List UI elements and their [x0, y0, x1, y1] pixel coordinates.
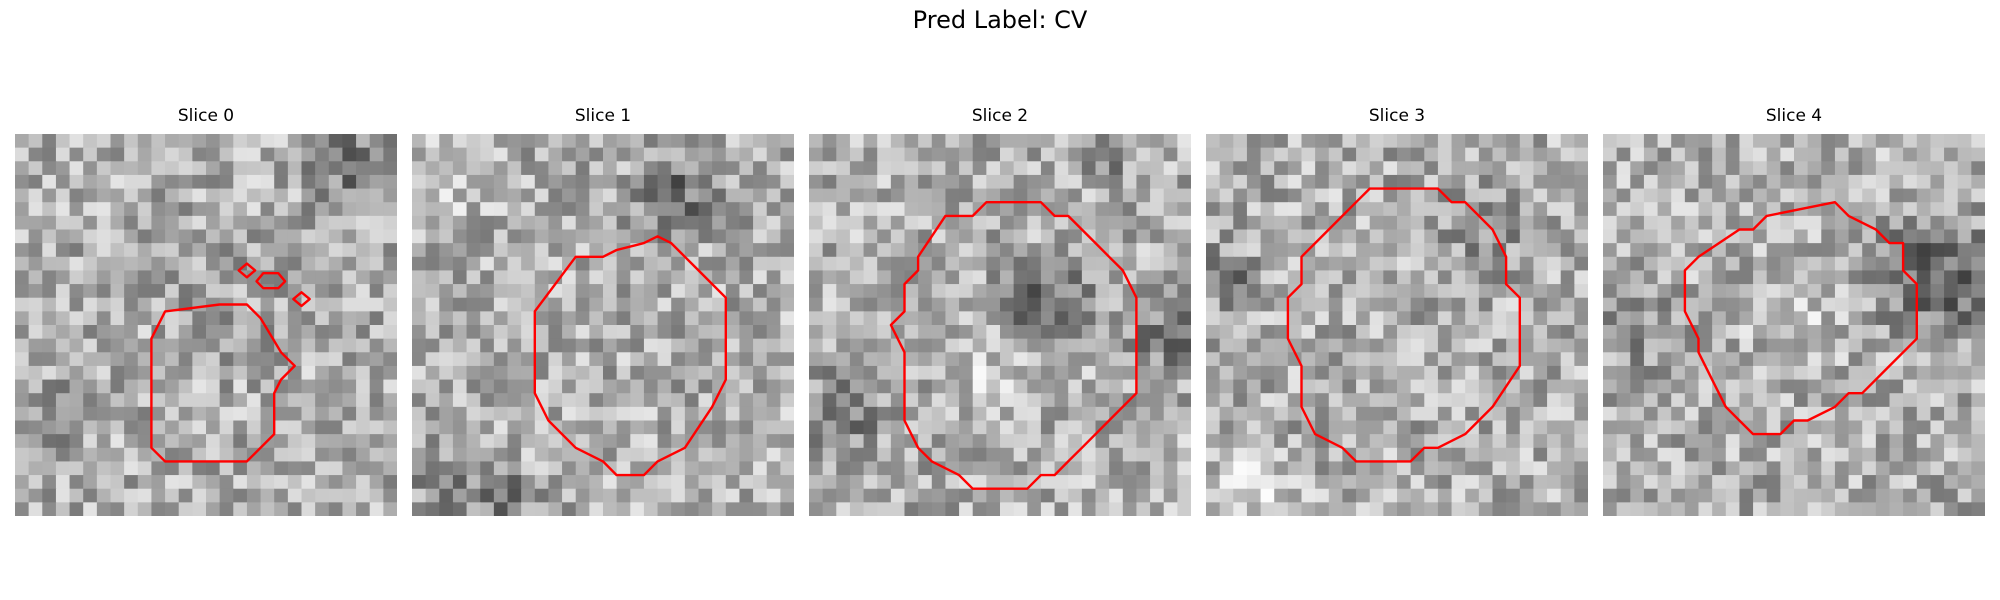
segmentation-contour: [150, 303, 296, 463]
slice-title-0: Slice 0: [177, 106, 235, 126]
segmentation-contour: [237, 262, 257, 279]
slice-image-2: [809, 134, 1191, 516]
segmentation-contour: [1286, 187, 1521, 463]
slice-image-3: [1206, 134, 1588, 516]
slice-title-2: Slice 2: [971, 106, 1029, 126]
segmentation-contour: [1683, 200, 1918, 436]
segmentation-contour: [533, 235, 727, 477]
slice-image-0: [15, 134, 397, 516]
slice-title-4: Slice 4: [1765, 106, 1823, 126]
segmentation-contour: [255, 271, 287, 290]
slice-image-1: [412, 134, 794, 516]
slice-title-3: Slice 3: [1368, 106, 1426, 126]
segmentation-contour: [292, 291, 311, 308]
figure-title: Pred Label: CV: [912, 6, 1088, 34]
slice-image-4: [1603, 134, 1985, 516]
slice-title-1: Slice 1: [574, 106, 632, 126]
segmentation-contour: [889, 200, 1138, 490]
